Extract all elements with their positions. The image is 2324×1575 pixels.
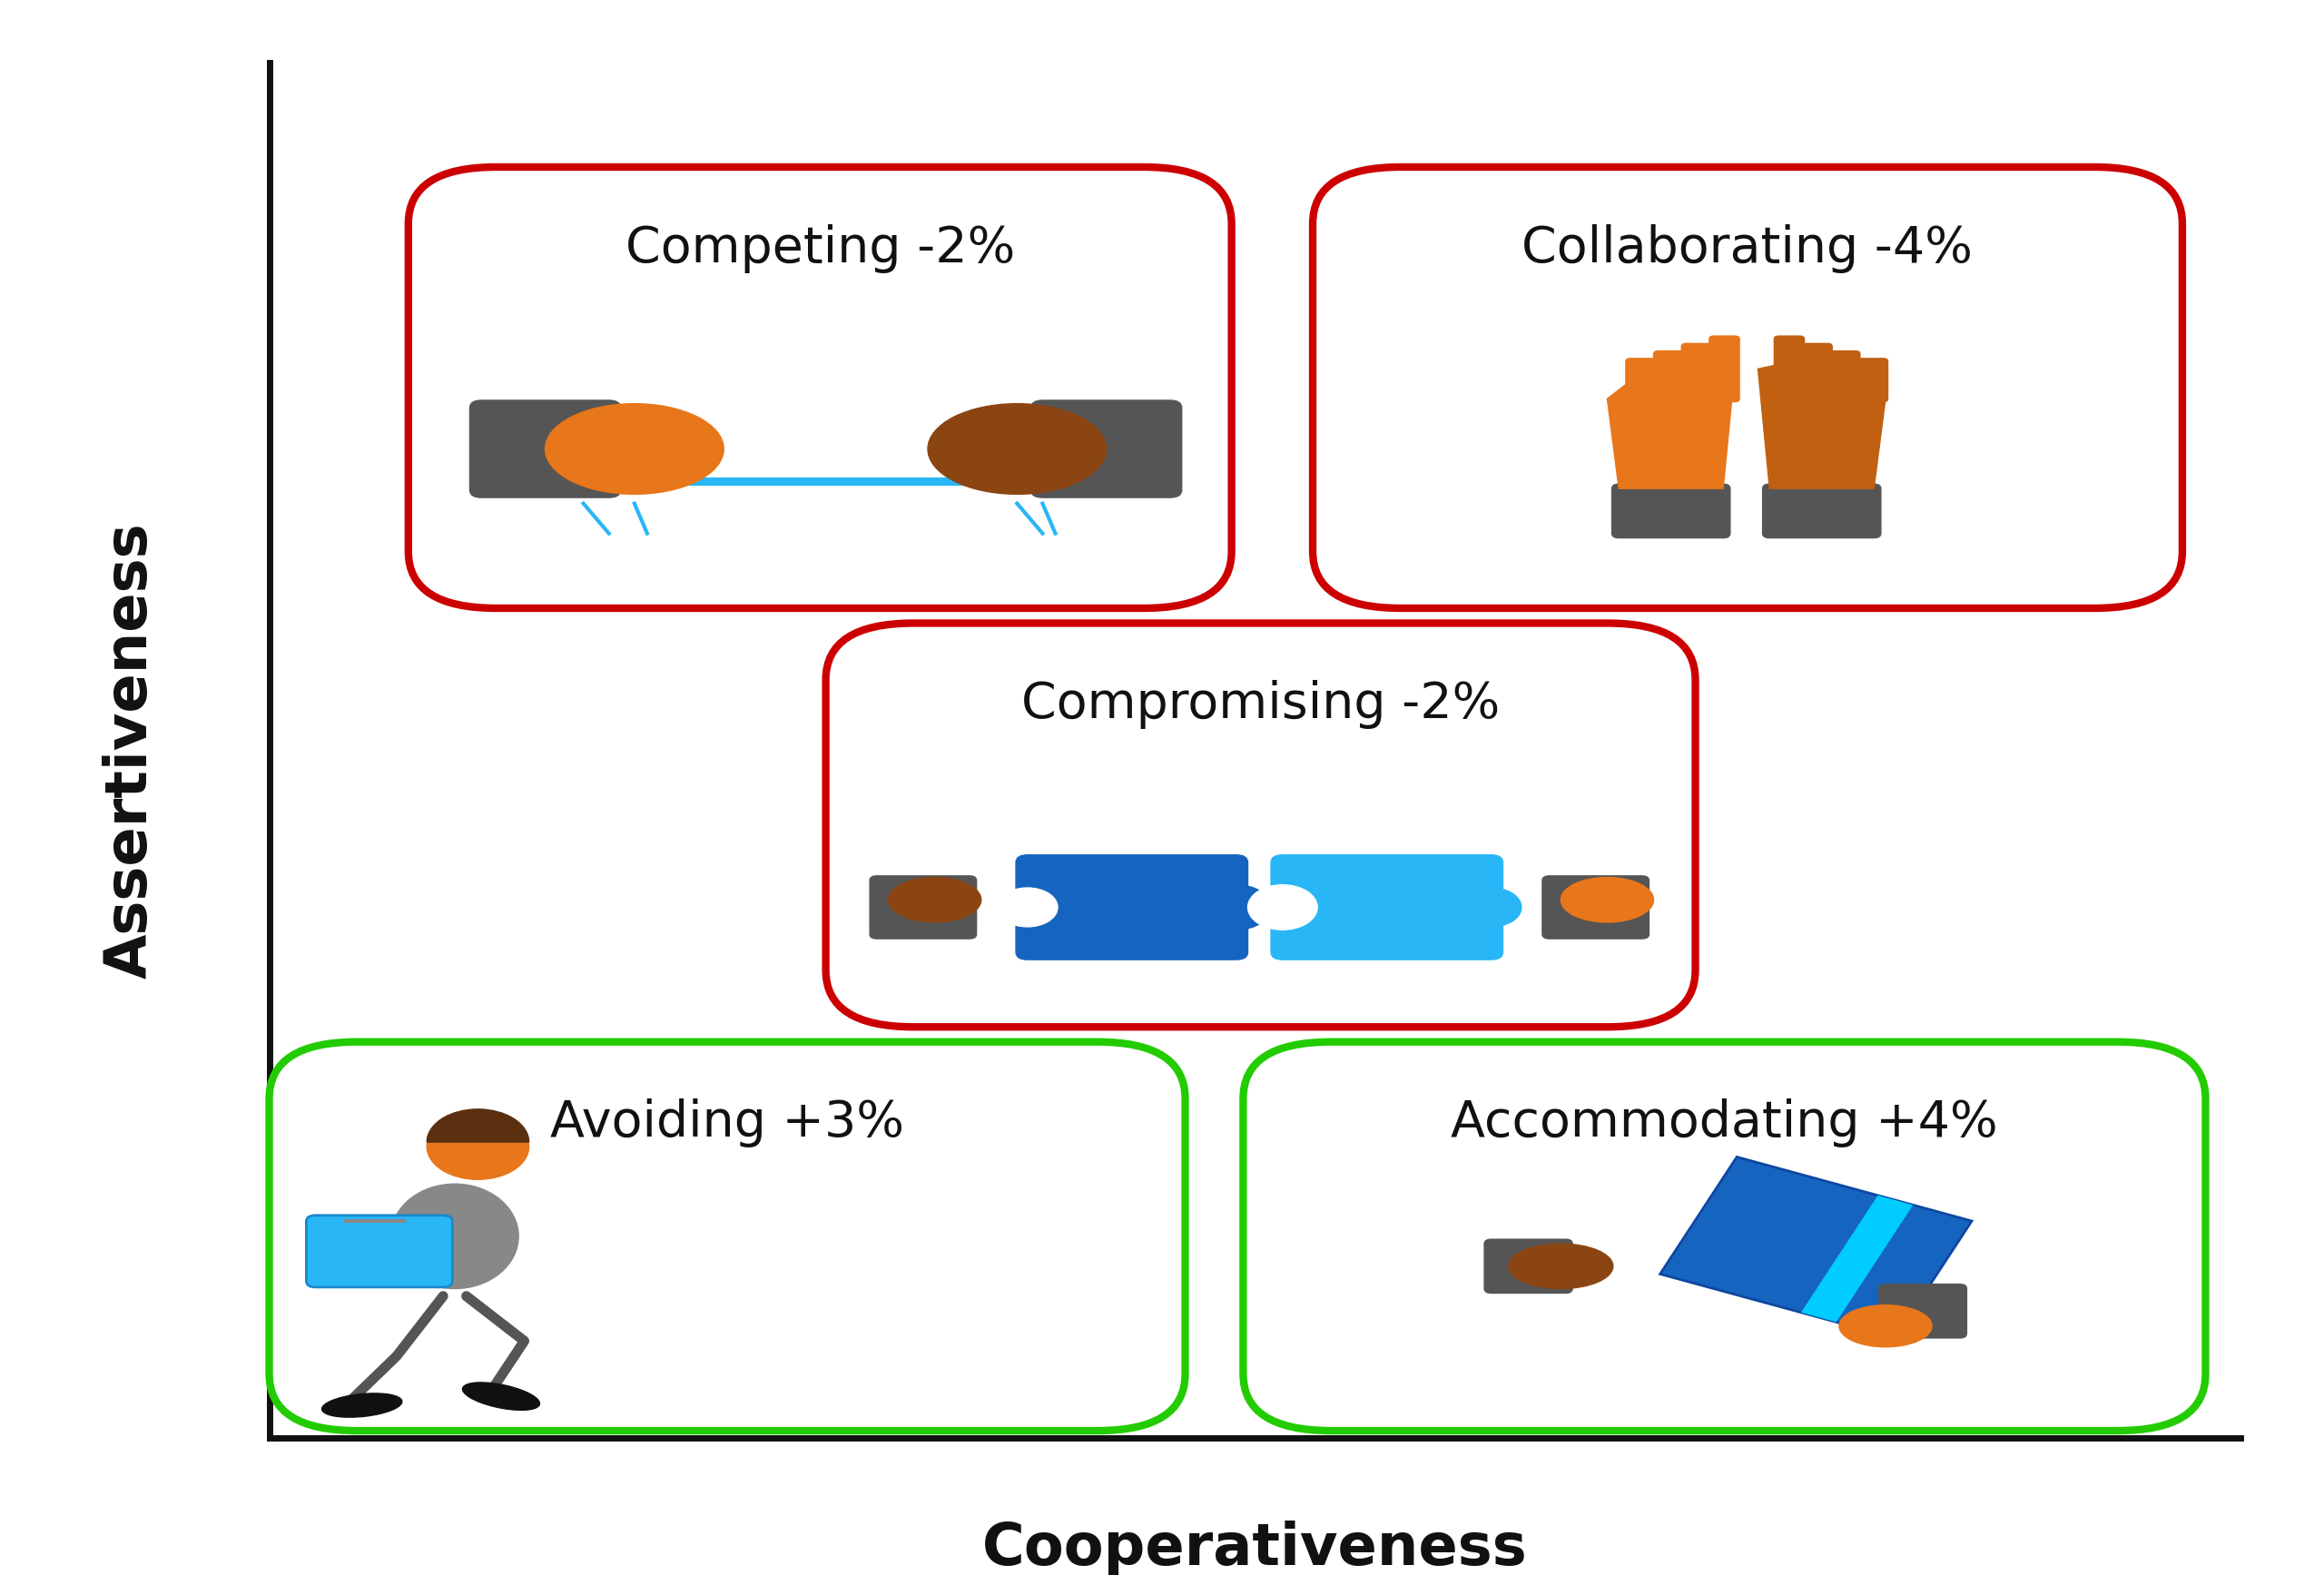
Ellipse shape xyxy=(323,1394,402,1418)
Text: Competing -2%: Competing -2% xyxy=(625,224,1016,272)
FancyBboxPatch shape xyxy=(825,624,1697,1027)
FancyBboxPatch shape xyxy=(1543,876,1650,939)
FancyBboxPatch shape xyxy=(307,1216,453,1287)
Polygon shape xyxy=(1757,354,1885,488)
Text: Compromising -2%: Compromising -2% xyxy=(1020,680,1499,729)
FancyBboxPatch shape xyxy=(1032,400,1181,498)
Circle shape xyxy=(1248,885,1318,929)
Circle shape xyxy=(997,888,1057,926)
Ellipse shape xyxy=(1838,1306,1931,1347)
Polygon shape xyxy=(1659,1158,1971,1339)
Ellipse shape xyxy=(390,1184,518,1288)
FancyBboxPatch shape xyxy=(1683,343,1710,402)
FancyBboxPatch shape xyxy=(1857,359,1887,402)
Circle shape xyxy=(428,1114,530,1180)
FancyBboxPatch shape xyxy=(1313,167,2182,608)
FancyBboxPatch shape xyxy=(869,876,976,939)
Text: Collaborating -4%: Collaborating -4% xyxy=(1522,224,1973,272)
FancyBboxPatch shape xyxy=(1655,351,1685,402)
FancyBboxPatch shape xyxy=(1708,335,1738,402)
Text: Avoiding +3%: Avoiding +3% xyxy=(551,1099,904,1148)
Text: Cooperativeness: Cooperativeness xyxy=(983,1520,1527,1575)
Ellipse shape xyxy=(1508,1244,1613,1288)
FancyBboxPatch shape xyxy=(1243,1043,2205,1430)
FancyBboxPatch shape xyxy=(1829,351,1859,402)
FancyBboxPatch shape xyxy=(469,400,621,498)
Ellipse shape xyxy=(546,403,723,495)
FancyBboxPatch shape xyxy=(1016,855,1248,959)
FancyBboxPatch shape xyxy=(1773,335,1803,402)
FancyBboxPatch shape xyxy=(1801,343,1831,402)
Ellipse shape xyxy=(927,403,1106,495)
Circle shape xyxy=(1202,885,1271,929)
FancyBboxPatch shape xyxy=(1878,1284,1966,1339)
Ellipse shape xyxy=(888,877,981,923)
Polygon shape xyxy=(1801,1195,1913,1321)
FancyBboxPatch shape xyxy=(1762,484,1880,539)
FancyBboxPatch shape xyxy=(1485,1240,1573,1293)
Ellipse shape xyxy=(462,1383,539,1410)
Polygon shape xyxy=(1608,354,1734,488)
FancyBboxPatch shape xyxy=(1613,484,1729,539)
Wedge shape xyxy=(428,1109,530,1142)
FancyBboxPatch shape xyxy=(1271,855,1504,959)
Ellipse shape xyxy=(1562,877,1655,923)
FancyBboxPatch shape xyxy=(1627,359,1657,402)
Text: Accommodating +4%: Accommodating +4% xyxy=(1450,1099,1999,1148)
Text: Assertiveness: Assertiveness xyxy=(102,523,158,978)
FancyBboxPatch shape xyxy=(270,1043,1185,1430)
FancyBboxPatch shape xyxy=(409,167,1232,608)
Circle shape xyxy=(1462,888,1522,926)
